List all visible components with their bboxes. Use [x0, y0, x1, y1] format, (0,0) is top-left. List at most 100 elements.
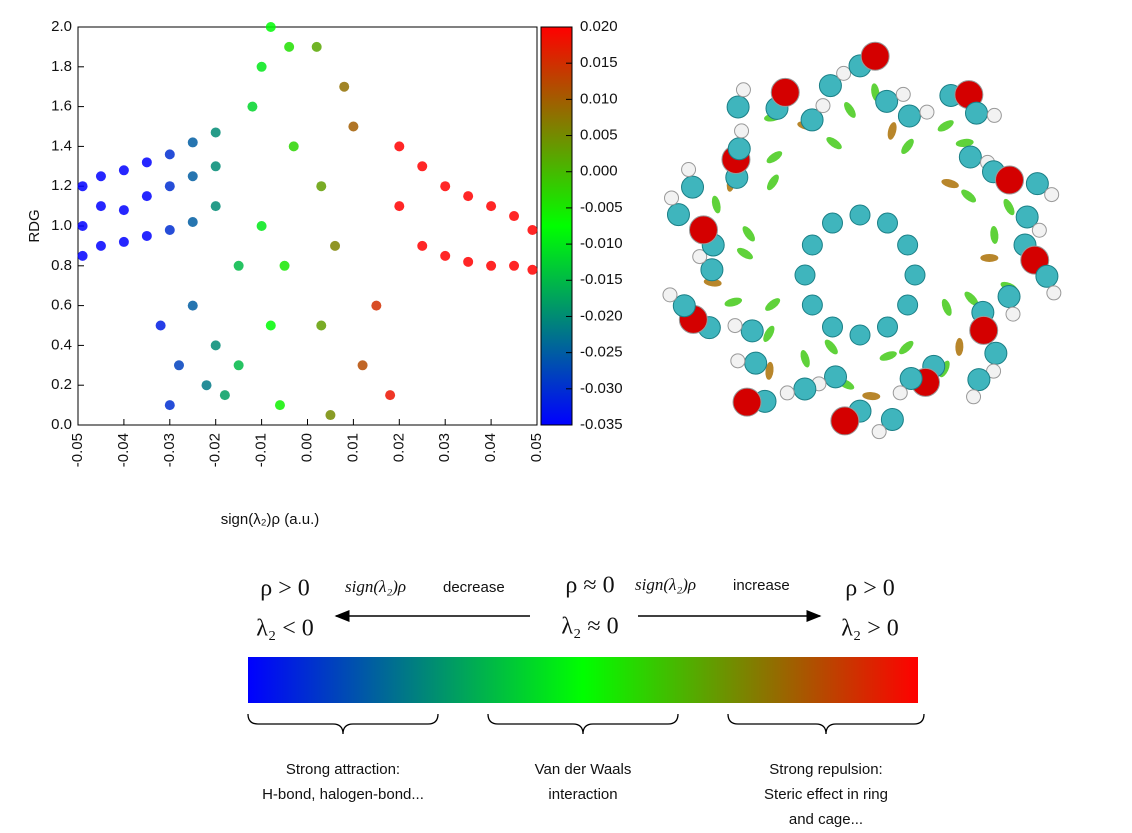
scatter-point	[119, 237, 129, 247]
atom	[898, 235, 918, 255]
atom	[1047, 286, 1061, 300]
scatter-point	[188, 301, 198, 311]
scatter-point	[156, 321, 166, 331]
colorbar-tick-label: -0.015	[580, 271, 623, 288]
scatter-point	[234, 360, 244, 370]
increase-math: sign(λ₂)ρ	[635, 575, 696, 594]
brace-label: interaction	[548, 786, 617, 803]
surface	[936, 118, 956, 134]
atom	[965, 102, 987, 124]
surface	[897, 339, 916, 357]
brace-label: Strong attraction:	[286, 761, 400, 778]
surface	[735, 246, 755, 262]
surface	[724, 296, 743, 308]
surface	[899, 137, 916, 156]
scatter-point	[394, 201, 404, 211]
scatter-point	[165, 225, 175, 235]
x-tick-label: -0.04	[115, 433, 132, 467]
atom	[898, 105, 920, 127]
surface	[955, 338, 964, 356]
scatter-point	[316, 321, 326, 331]
atom	[731, 354, 745, 368]
atom	[745, 352, 767, 374]
colorbar-tick-label: 0.015	[580, 54, 618, 71]
atom	[878, 213, 898, 233]
scatter-point	[527, 265, 537, 275]
y-tick-label: 0.4	[51, 336, 72, 353]
center-rho: ρ ≈ 0	[565, 573, 614, 599]
surface	[980, 254, 998, 262]
scatter-point	[394, 141, 404, 151]
center-lambda: λ₂ ≈ 0	[561, 614, 618, 640]
scatter-point	[257, 62, 267, 72]
molecule-image	[663, 42, 1061, 438]
y-axis-label: RDG	[26, 209, 43, 242]
x-tick-label: 0.02	[390, 433, 407, 462]
scatter-point	[358, 360, 368, 370]
atom	[970, 316, 998, 344]
x-tick-label: 0.00	[298, 433, 315, 462]
x-tick-label: -0.02	[207, 433, 224, 467]
colorbar-tick-label: 0.000	[580, 163, 618, 180]
scatter-point	[280, 261, 290, 271]
figure: sign(λ₂)ρ (a.u.) RDG ρ > 0 λ₂ < 0 ρ ≈ 0 …	[0, 0, 1132, 828]
y-tick-label: 1.4	[51, 137, 72, 154]
y-tick-label: 2.0	[51, 18, 72, 35]
atom	[831, 407, 859, 435]
scatter-point	[440, 181, 450, 191]
atom	[733, 388, 761, 416]
colorbar-tick-label: 0.020	[580, 18, 618, 35]
atom	[967, 390, 981, 404]
atom	[872, 425, 886, 439]
atom	[736, 83, 750, 97]
atom	[861, 42, 889, 70]
scatter-point	[202, 380, 212, 390]
atom	[825, 366, 847, 388]
brace-label: H-bond, halogen-bond...	[262, 786, 424, 803]
scatter-point	[417, 161, 427, 171]
right-lambda: λ₂ > 0	[841, 616, 899, 642]
scatter-point	[486, 201, 496, 211]
scatter-point	[266, 22, 276, 32]
atom	[850, 325, 870, 345]
scatter-point	[509, 211, 519, 221]
x-tick-label: -0.03	[161, 433, 178, 467]
scatter-point	[188, 137, 198, 147]
scatter-point	[463, 191, 473, 201]
scatter-point	[257, 221, 267, 231]
scatter-point	[486, 261, 496, 271]
y-tick-label: 0.6	[51, 297, 72, 314]
atom	[728, 138, 750, 160]
atom	[735, 124, 749, 138]
x-tick-label: 0.03	[436, 433, 453, 462]
surface	[940, 177, 960, 190]
x-tick-label: 0.05	[528, 433, 545, 462]
y-tick-label: 0.0	[51, 416, 72, 433]
scatter-point	[119, 205, 129, 215]
scatter-point	[142, 231, 152, 241]
surface	[765, 173, 782, 192]
surface	[990, 226, 1000, 245]
scatter-point	[440, 251, 450, 261]
surface	[824, 135, 843, 152]
atom	[878, 317, 898, 337]
scatter-point	[284, 42, 294, 52]
scatter-point	[325, 410, 335, 420]
scatter-point	[211, 161, 221, 171]
atom	[728, 319, 742, 333]
scatter-point	[211, 201, 221, 211]
atom	[823, 317, 843, 337]
atom	[689, 216, 717, 244]
scatter-point	[289, 141, 299, 151]
atom	[823, 213, 843, 233]
x-tick-label: 0.04	[482, 433, 499, 462]
atom	[1045, 188, 1059, 202]
atom	[780, 386, 794, 400]
brace-label: Strong repulsion:	[769, 761, 882, 778]
surface	[761, 324, 777, 344]
left-lambda: λ₂ < 0	[256, 616, 314, 642]
atom	[794, 378, 816, 400]
atom	[837, 66, 851, 80]
surface	[822, 338, 840, 357]
brace-label: Steric effect in ring	[764, 786, 888, 803]
